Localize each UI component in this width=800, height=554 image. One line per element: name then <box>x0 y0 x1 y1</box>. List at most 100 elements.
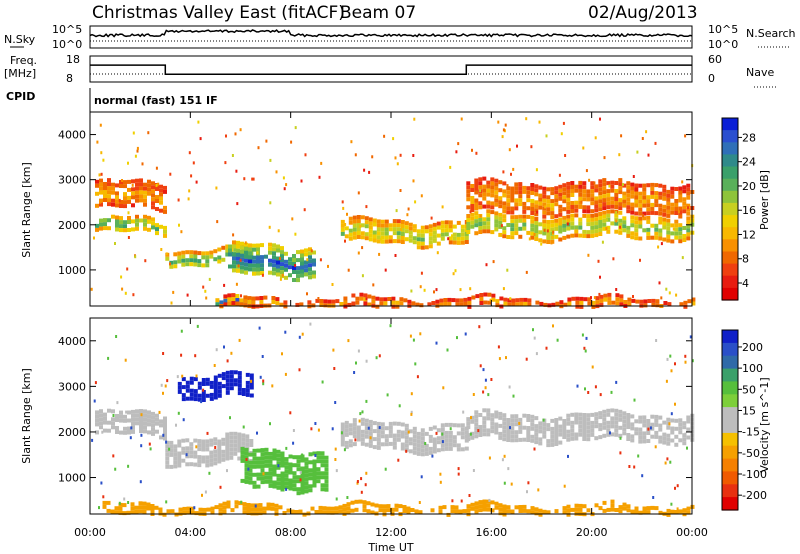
range-cell <box>502 193 507 198</box>
range-cell <box>256 247 260 252</box>
range-cell <box>460 240 465 245</box>
range-cell <box>506 194 511 199</box>
scatter-cell <box>416 375 419 379</box>
range-cell <box>494 422 499 427</box>
range-cell <box>594 213 599 218</box>
range-cell <box>506 190 511 195</box>
scatter-cell <box>552 230 555 234</box>
range-cell <box>304 485 309 490</box>
scatter-cell <box>216 220 219 224</box>
range-cell <box>374 503 379 508</box>
range-cell <box>638 220 643 225</box>
range-cell <box>155 413 159 418</box>
range-cell <box>348 423 353 428</box>
range-cell <box>406 510 411 515</box>
range-cell <box>232 256 236 261</box>
range-cell <box>115 426 119 430</box>
scatter-cell <box>633 398 636 402</box>
range-cell <box>388 441 393 446</box>
range-cell <box>510 210 515 215</box>
scatter-cell <box>451 234 453 238</box>
scatter-cell <box>649 426 652 430</box>
range-cell <box>430 508 435 513</box>
range-cell <box>526 438 531 442</box>
range-cell <box>107 182 111 187</box>
range-cell <box>213 441 218 446</box>
range-cell <box>217 389 222 394</box>
range-cell <box>682 234 687 238</box>
range-cell <box>123 204 127 209</box>
range-cell <box>256 464 261 469</box>
range-cell <box>674 207 679 211</box>
range-cell <box>368 225 373 230</box>
scatter-cell <box>192 161 195 165</box>
scatter-cell <box>371 155 374 159</box>
range-cell <box>598 415 603 420</box>
range-cell <box>119 414 123 419</box>
range-cell <box>411 301 416 306</box>
range-cell <box>159 435 163 440</box>
range-cell <box>256 460 261 465</box>
range-cell <box>193 462 198 467</box>
range-cell <box>436 448 441 453</box>
range-cell <box>538 238 543 243</box>
range-cell <box>502 214 507 219</box>
range-cell <box>494 227 499 232</box>
range-cell <box>420 229 425 234</box>
range-cell <box>229 378 234 383</box>
noise-panel-frame <box>89 25 693 49</box>
range-cell <box>491 297 496 302</box>
scatter-cell <box>226 469 228 473</box>
range-cell <box>630 182 635 187</box>
range-cell <box>248 472 253 477</box>
range-cell <box>111 425 115 430</box>
range-cell <box>316 475 321 480</box>
range-cell <box>394 507 399 512</box>
range-cell <box>618 425 623 430</box>
range-cell <box>123 192 127 197</box>
scatter-cell <box>442 386 445 390</box>
range-cell <box>550 191 555 196</box>
range-cell <box>478 226 483 230</box>
range-cell <box>272 472 277 477</box>
range-cell <box>241 392 246 396</box>
range-cell <box>123 430 127 435</box>
range-cell <box>217 443 222 448</box>
scatter-cell <box>205 296 208 300</box>
range-cell <box>650 426 655 431</box>
range-cell <box>217 447 222 452</box>
range-cell <box>570 424 575 429</box>
scatter-cell <box>169 262 171 266</box>
range-cell <box>379 297 384 302</box>
range-cell <box>320 455 325 460</box>
range-cell <box>201 382 206 386</box>
range-cell <box>250 503 255 508</box>
range-cell <box>432 226 437 231</box>
scatter-cell <box>114 242 116 245</box>
range-cell <box>682 508 687 513</box>
range-cell <box>459 302 464 307</box>
scatter-cell <box>124 291 127 295</box>
range-cell <box>177 451 182 456</box>
range-cell <box>599 298 604 303</box>
range-cell <box>185 258 190 263</box>
scatter-cell <box>181 374 184 378</box>
range-cell <box>147 414 151 419</box>
range-cell <box>264 455 269 460</box>
scatter-cell <box>410 412 413 416</box>
range-cell <box>682 421 687 426</box>
range-cell <box>670 418 675 423</box>
range-cell <box>315 298 320 303</box>
range-cell <box>583 297 588 302</box>
range-cell <box>240 454 245 459</box>
range-cell <box>586 234 591 239</box>
range-cell <box>674 211 679 215</box>
range-cell <box>272 243 276 248</box>
range-cell <box>563 302 568 307</box>
scatter-cell <box>439 472 442 476</box>
scatter-cell <box>567 454 569 458</box>
range-cell <box>135 190 139 195</box>
range-cell <box>272 452 277 457</box>
range-cell <box>308 476 313 481</box>
range-cell <box>586 433 591 438</box>
